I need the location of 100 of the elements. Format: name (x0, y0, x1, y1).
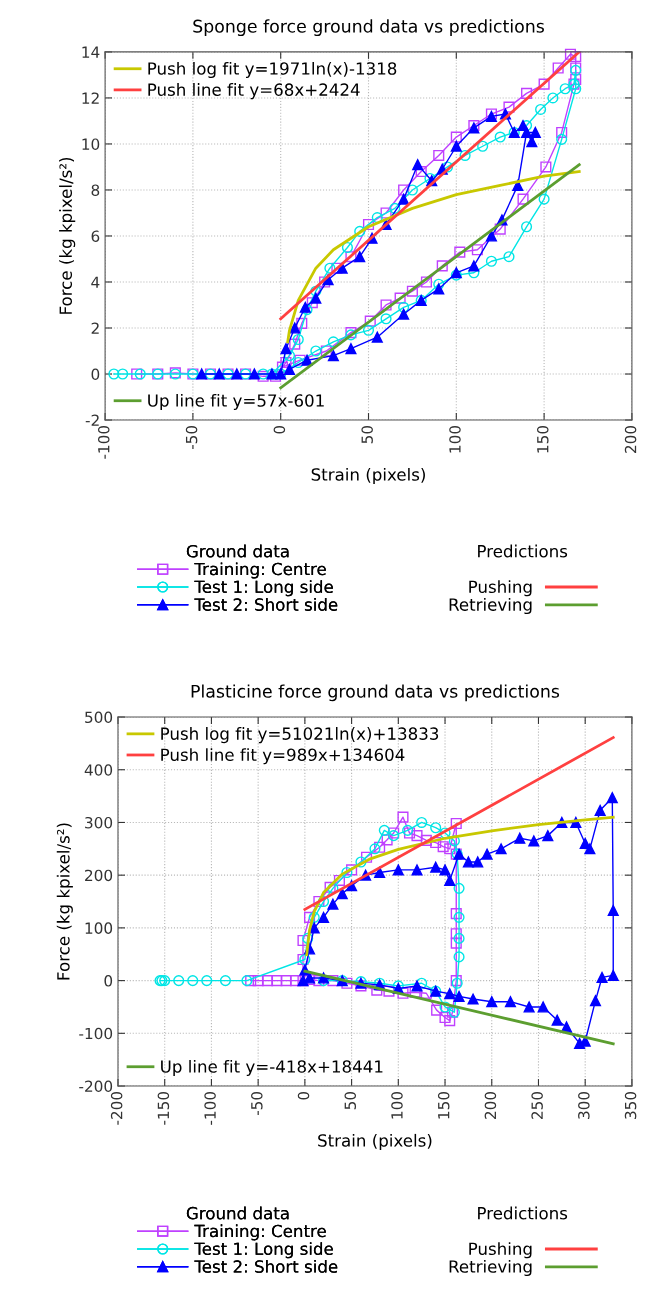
point (430, 861, 442, 873)
point (430, 822, 442, 834)
point (444, 874, 456, 886)
point (436, 260, 448, 272)
point (362, 218, 375, 231)
x-axis-title: Strain (pixels) (318, 1133, 432, 1151)
y-tick-label: 12 (82, 92, 99, 104)
point (308, 911, 320, 923)
point (398, 184, 410, 196)
text: Retrieving (449, 597, 532, 615)
point (173, 975, 185, 987)
point (364, 315, 376, 327)
point (374, 841, 386, 853)
point (324, 262, 336, 274)
point (486, 996, 498, 1008)
point (411, 864, 423, 876)
point (607, 904, 619, 917)
y-axis-title: Force (kg kpixel/s²) (59, 157, 76, 314)
chart-title: Sponge force ground data vs predictions (193, 19, 544, 37)
point (520, 221, 533, 233)
point (467, 993, 479, 1005)
legend-label: Training: Centre (194, 1224, 326, 1241)
point (398, 308, 410, 320)
legend-label: Test 1: Long side (194, 580, 333, 597)
point (485, 230, 497, 242)
y-tick-label: -100 (79, 1027, 113, 1040)
point (564, 48, 577, 60)
x-tick-label: -50 (185, 425, 198, 450)
point (383, 985, 395, 997)
legend-label: Training: Centre (194, 562, 326, 579)
x-tick-label: 150 (437, 1091, 450, 1119)
point (327, 336, 339, 348)
point (117, 368, 129, 380)
point (327, 898, 339, 910)
point (439, 827, 451, 839)
point (450, 928, 462, 940)
point (450, 817, 462, 830)
y-tick-label: 2 (91, 322, 99, 334)
point (346, 864, 358, 876)
point (450, 140, 462, 152)
point (310, 285, 322, 297)
point (552, 62, 564, 74)
text: Predictions (478, 1206, 568, 1220)
point (512, 179, 524, 191)
x-tick-label: 100 (391, 1091, 403, 1119)
point (301, 354, 313, 366)
point (306, 297, 318, 309)
point (444, 1015, 456, 1027)
point (584, 843, 596, 855)
point (450, 131, 462, 143)
x-tick-label: 0 (273, 425, 286, 434)
point (454, 246, 466, 258)
point (471, 244, 483, 256)
point (380, 299, 392, 311)
point (292, 333, 304, 346)
point (280, 975, 292, 987)
y-tick-label: 10 (82, 138, 100, 150)
point (412, 159, 424, 171)
point (289, 322, 301, 334)
point (397, 987, 409, 999)
point (283, 350, 296, 362)
point (570, 83, 582, 95)
point (280, 343, 292, 355)
y-tick-label: 500 (85, 711, 113, 724)
point (415, 166, 427, 178)
point (248, 368, 260, 380)
point (420, 276, 433, 288)
point (271, 975, 283, 987)
point (551, 1014, 563, 1026)
point (345, 343, 357, 355)
point (542, 830, 554, 842)
point (333, 874, 346, 886)
point (494, 131, 506, 143)
point (477, 140, 489, 152)
y-tick-label: 0 (91, 368, 100, 381)
point (556, 133, 568, 145)
point (276, 361, 289, 373)
point (341, 241, 353, 254)
legend-label: Push log fit y=51021ln(x)+13833 (161, 727, 439, 744)
point (481, 848, 493, 860)
x-tick-label: -100 (204, 1091, 216, 1125)
point (431, 1004, 443, 1016)
legend-label: Up line fit y=57x-601 (148, 393, 324, 411)
y-tick-label: 14 (82, 46, 100, 58)
y-tick-label: 8 (91, 184, 100, 196)
legend-label: Test 2: Short side (194, 1259, 338, 1273)
x-tick-label: -150 (157, 1091, 170, 1125)
y-tick-label: 400 (84, 764, 113, 776)
legend-label: Push log fit y=1971ln(x)-1318 (148, 61, 397, 79)
point (517, 193, 529, 205)
point (108, 368, 120, 380)
point (459, 149, 471, 162)
y-tick-label: 4 (91, 276, 100, 288)
y-tick-label: 200 (85, 869, 113, 882)
point (514, 832, 526, 844)
point (187, 975, 199, 987)
point (444, 988, 456, 1000)
point (320, 345, 332, 357)
point (327, 350, 339, 362)
point (433, 278, 445, 290)
